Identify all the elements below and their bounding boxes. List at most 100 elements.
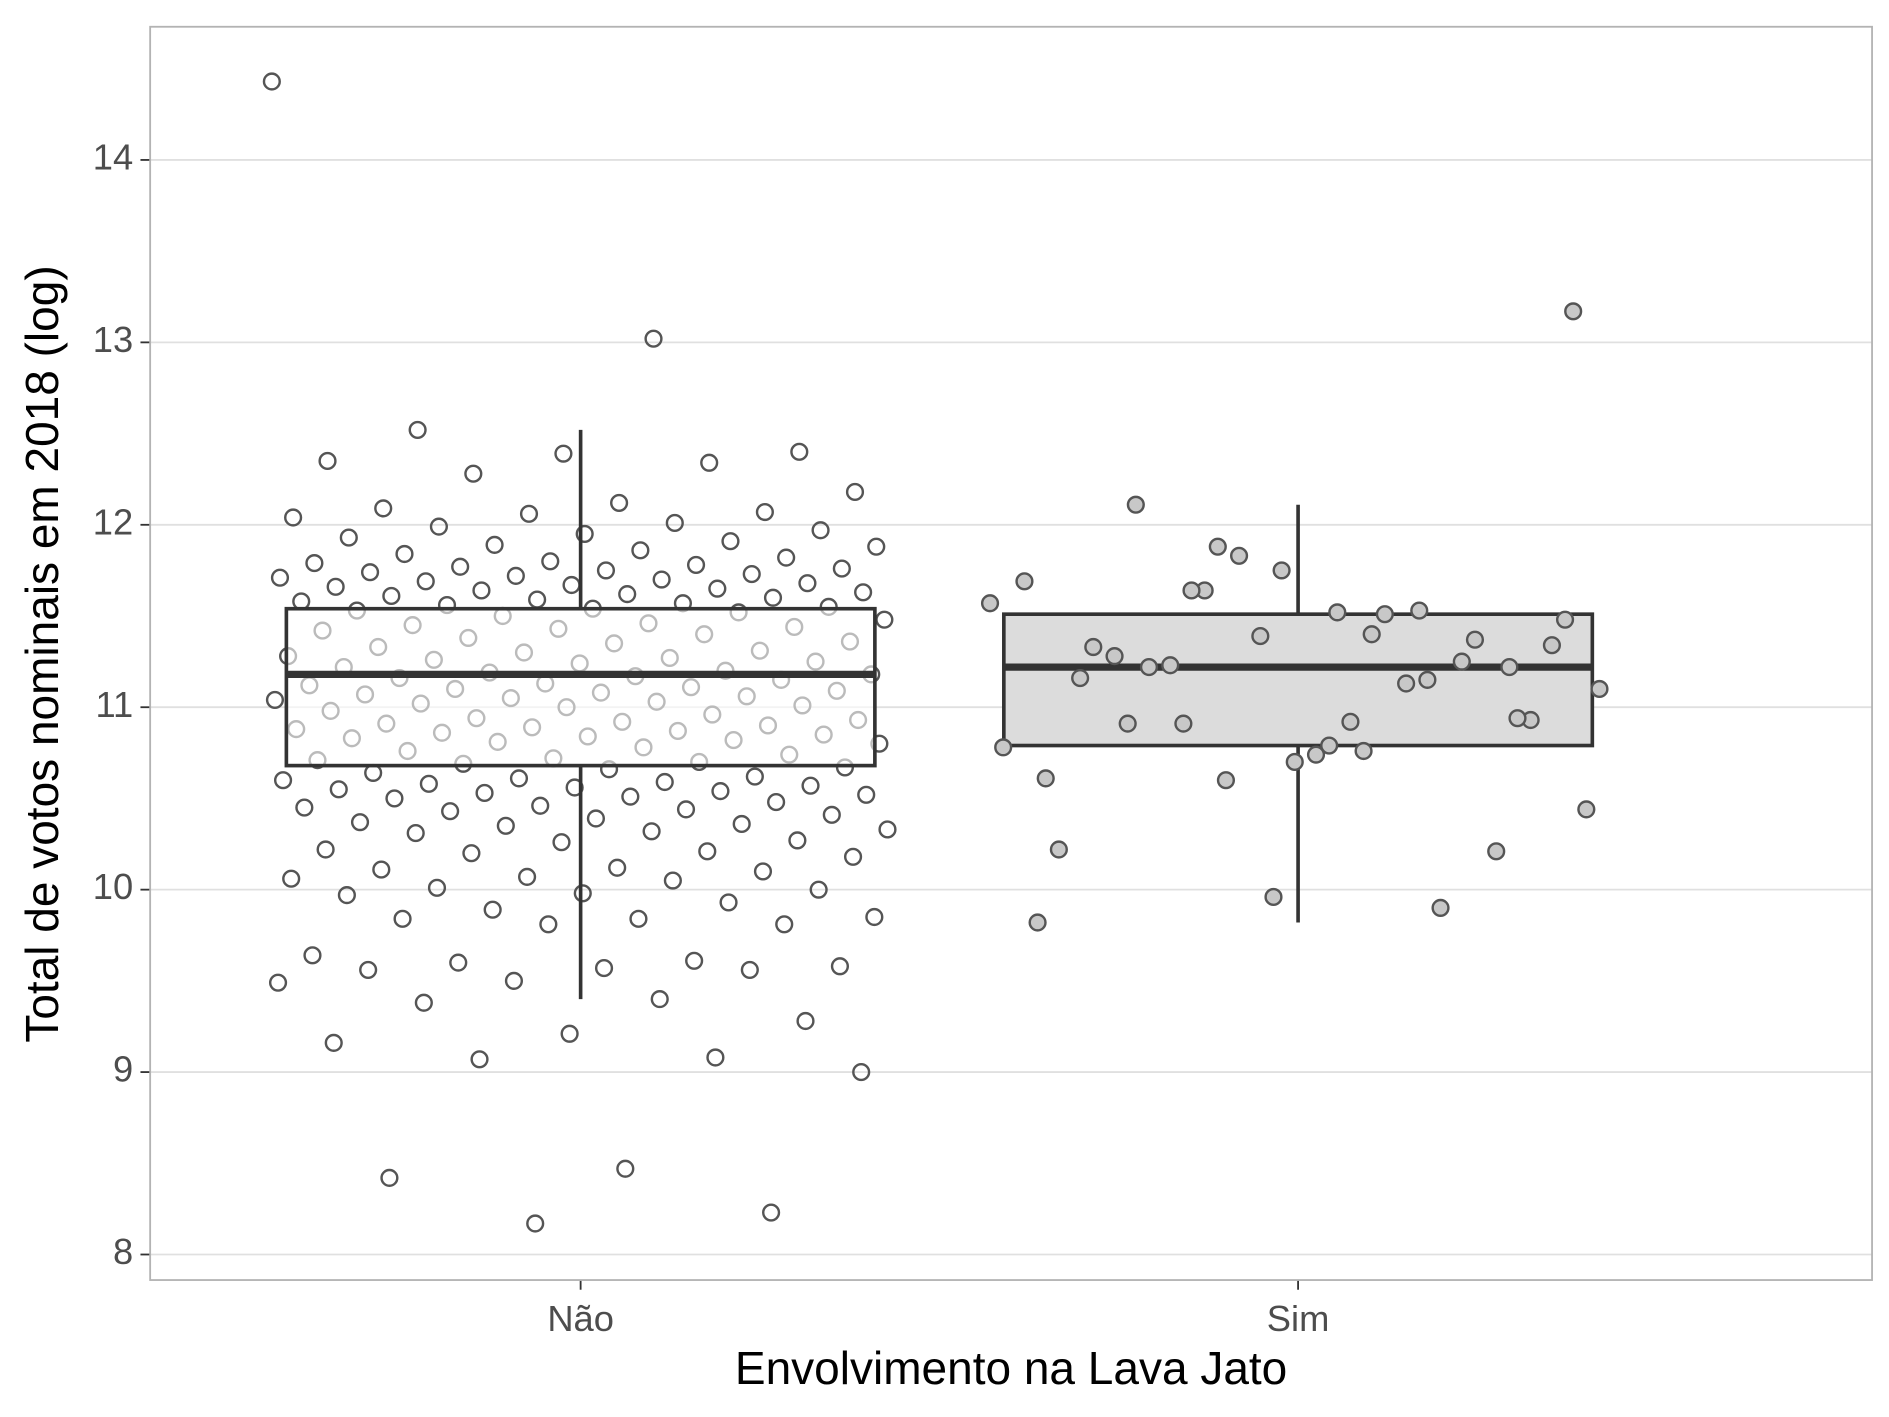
data-point [740, 960, 759, 979]
data-point [706, 1048, 725, 1067]
data-point [385, 789, 404, 808]
data-point [878, 820, 897, 839]
data-point [1508, 709, 1527, 728]
data-point [1431, 898, 1450, 917]
data-point [865, 907, 884, 927]
data-point [1487, 842, 1506, 861]
data-point [408, 420, 427, 440]
data-point [573, 884, 592, 903]
data-point [419, 774, 438, 793]
data-point [608, 858, 627, 877]
data-point [616, 1159, 635, 1178]
data-point [496, 816, 515, 835]
data-point [541, 552, 560, 571]
y-tick-label: 9 [113, 1049, 133, 1090]
data-point [711, 782, 730, 801]
data-point [560, 1024, 579, 1043]
data-point [685, 951, 704, 970]
y-tick-label: 14 [93, 137, 133, 178]
x-tick-label: Sim [1267, 1298, 1330, 1339]
data-point [698, 842, 717, 861]
data-point [268, 973, 288, 992]
data-point [708, 579, 727, 598]
data-point [753, 862, 773, 881]
data-point [282, 869, 301, 888]
data-point [1555, 610, 1575, 629]
data-point [464, 464, 483, 483]
data-point [845, 482, 865, 502]
data-point [395, 544, 414, 564]
y-tick-label: 10 [93, 866, 133, 907]
data-point [374, 499, 393, 518]
data-point [1049, 840, 1068, 859]
data-point [745, 767, 764, 786]
data-point [994, 738, 1013, 757]
data-point [360, 563, 380, 582]
data-point [483, 900, 502, 919]
data-point [506, 566, 525, 585]
data-point [318, 451, 337, 471]
data-point [339, 528, 358, 547]
data-point [475, 783, 494, 803]
data-point [485, 535, 504, 554]
data-point [270, 568, 290, 587]
data-point [1306, 745, 1326, 764]
data-point [1036, 769, 1055, 788]
data-point [509, 769, 529, 788]
data-point [801, 776, 820, 795]
data-point [273, 771, 293, 790]
data-point [1161, 656, 1180, 675]
data-point [359, 960, 378, 979]
data-point [337, 886, 356, 905]
data-point [1105, 647, 1124, 666]
data-point [767, 793, 786, 812]
data-point [631, 541, 650, 560]
y-axis-title: Total de votos nominais em 2018 (log) [16, 265, 68, 1042]
box [1002, 612, 1595, 748]
data-point [1174, 714, 1193, 733]
data-point [642, 822, 661, 841]
data-point [265, 690, 285, 710]
data-point [867, 537, 886, 556]
data-point [676, 800, 696, 819]
data-point [326, 577, 345, 596]
data-point [762, 1203, 781, 1222]
data-point [1500, 658, 1519, 677]
data-point [618, 585, 637, 604]
data-point [1320, 736, 1339, 755]
y-tick-label: 12 [93, 501, 133, 542]
data-point [303, 946, 322, 965]
data-point [652, 570, 671, 589]
data-point [372, 860, 391, 879]
data-point [663, 871, 682, 890]
data-point [596, 561, 616, 580]
data-point [621, 787, 640, 806]
data-point [719, 893, 738, 912]
data-point [857, 785, 876, 804]
data-point [1084, 637, 1103, 657]
data-point [1354, 741, 1373, 761]
data-point [809, 880, 828, 899]
y-tick-label: 13 [93, 319, 133, 360]
panel-border [149, 25, 1873, 1281]
data-point [1285, 752, 1304, 772]
data-point [788, 831, 807, 850]
data-point [594, 959, 614, 978]
data-point [462, 844, 481, 863]
data-point [1028, 913, 1047, 932]
data-point [1139, 658, 1159, 677]
data-point [1264, 887, 1283, 907]
data-point [1216, 771, 1236, 790]
data-point [1542, 636, 1561, 655]
data-point [763, 588, 783, 607]
data-point [742, 564, 761, 584]
data-point [575, 524, 594, 543]
data-point [416, 572, 435, 591]
data-point [429, 517, 448, 536]
data-point [610, 493, 629, 512]
data-point [1272, 561, 1291, 580]
data-point [732, 814, 751, 834]
y-tick-label: 8 [113, 1231, 133, 1272]
box [284, 606, 877, 768]
